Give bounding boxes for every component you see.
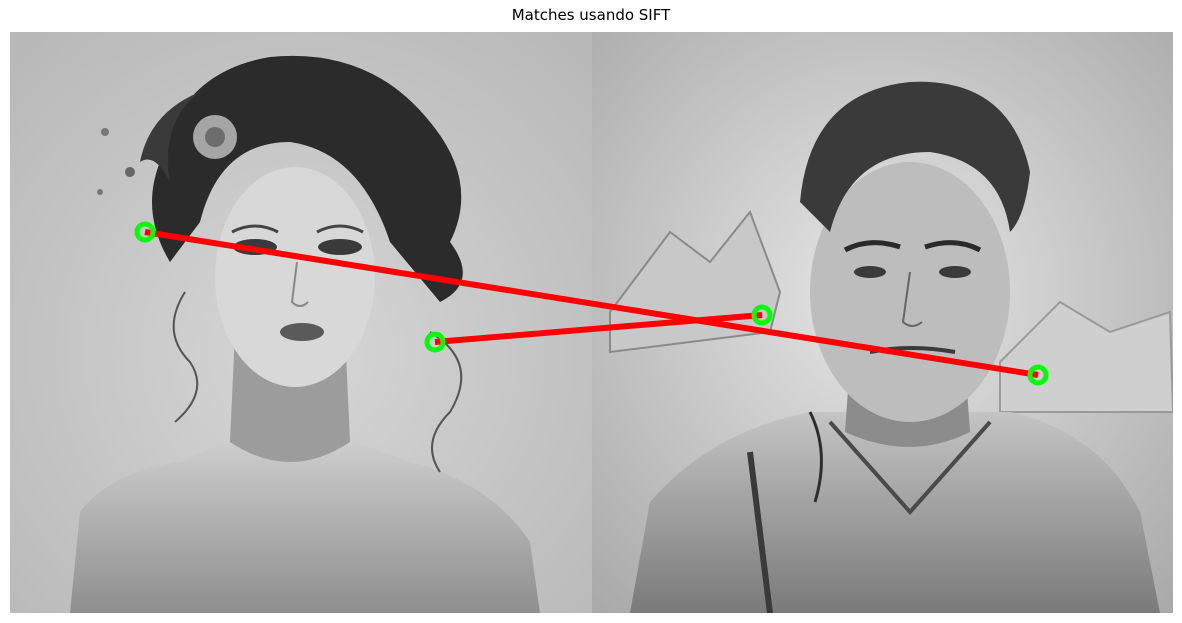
match-lines	[144, 229, 1039, 378]
keypoint-marker	[134, 221, 156, 243]
keypoints	[134, 221, 1049, 386]
match-visualization	[10, 32, 1173, 613]
figure-title: Matches usando SIFT	[511, 6, 671, 24]
keypoint-marker	[1027, 364, 1049, 386]
image-axes	[10, 32, 1173, 613]
keypoint-marker	[751, 304, 773, 326]
match-line	[144, 229, 1039, 378]
left-image	[10, 32, 592, 613]
match-line	[434, 312, 763, 345]
keypoint-marker	[424, 331, 446, 353]
